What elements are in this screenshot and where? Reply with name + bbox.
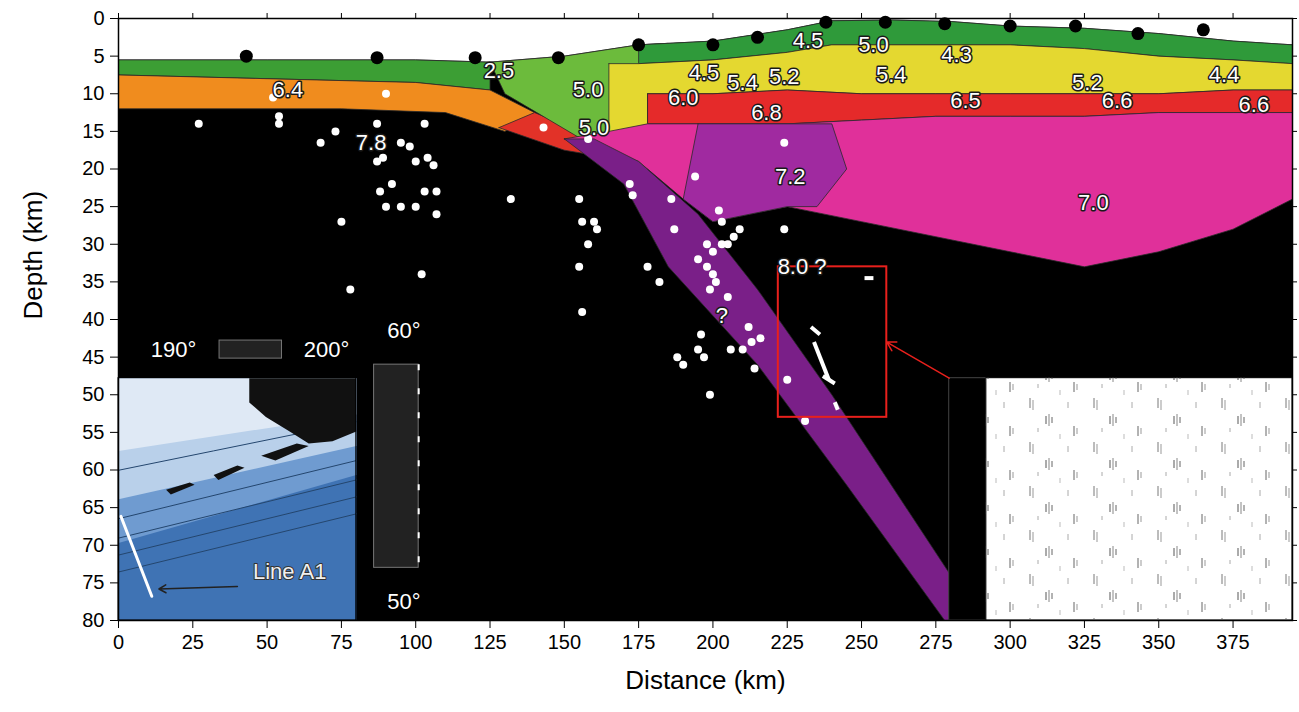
svg-text:Distance (km): Distance (km) <box>625 665 785 695</box>
svg-text:6.6: 6.6 <box>1239 92 1270 117</box>
svg-text:4.5: 4.5 <box>689 60 720 85</box>
svg-text:300: 300 <box>993 631 1026 653</box>
svg-text:175: 175 <box>622 631 655 653</box>
svg-text:0: 0 <box>93 7 104 29</box>
svg-text:30: 30 <box>82 233 104 255</box>
svg-text:5.4: 5.4 <box>876 62 907 87</box>
svg-text:225: 225 <box>771 631 804 653</box>
svg-text:50°: 50° <box>387 589 420 614</box>
svg-text:20: 20 <box>82 157 104 179</box>
svg-text:15: 15 <box>82 120 104 142</box>
svg-text:35: 35 <box>82 270 104 292</box>
svg-text:5.4: 5.4 <box>727 70 758 95</box>
svg-text:25: 25 <box>82 195 104 217</box>
svg-text:75: 75 <box>82 571 104 593</box>
svg-text:2.5: 2.5 <box>484 58 515 83</box>
svg-text:60°: 60° <box>387 318 420 343</box>
svg-text:7.8: 7.8 <box>356 130 387 155</box>
svg-text:7.0: 7.0 <box>1078 190 1109 215</box>
svg-text:275: 275 <box>919 631 952 653</box>
svg-text:6.4: 6.4 <box>273 77 304 102</box>
svg-text:0: 0 <box>113 631 124 653</box>
svg-text:80: 80 <box>82 609 104 631</box>
svg-text:7.2: 7.2 <box>775 164 806 189</box>
svg-text:200°: 200° <box>304 337 350 362</box>
svg-text:200: 200 <box>696 631 729 653</box>
svg-text:Depth (km): Depth (km) <box>18 191 48 320</box>
svg-text:25: 25 <box>182 631 204 653</box>
svg-text:55: 55 <box>82 421 104 443</box>
svg-text:375: 375 <box>1216 631 1249 653</box>
svg-text:4.4: 4.4 <box>1209 62 1240 87</box>
svg-text:5.0: 5.0 <box>579 115 610 140</box>
svg-text:Line A1: Line A1 <box>253 559 326 584</box>
svg-text:4.5: 4.5 <box>793 28 824 53</box>
svg-text:5.2: 5.2 <box>769 64 800 89</box>
svg-text:75: 75 <box>330 631 352 653</box>
svg-text:70: 70 <box>82 534 104 556</box>
svg-text:190°: 190° <box>151 337 197 362</box>
svg-text:325: 325 <box>1068 631 1101 653</box>
svg-text:6.6: 6.6 <box>1102 88 1133 113</box>
svg-text:5: 5 <box>93 45 104 67</box>
svg-text:250: 250 <box>845 631 878 653</box>
svg-text:50: 50 <box>82 383 104 405</box>
svg-text:150: 150 <box>548 631 581 653</box>
svg-text:125: 125 <box>473 631 506 653</box>
svg-text:45: 45 <box>82 346 104 368</box>
svg-text:60: 60 <box>82 458 104 480</box>
svg-text:6.5: 6.5 <box>950 88 981 113</box>
svg-text:6.8: 6.8 <box>751 100 782 125</box>
svg-text:6.0: 6.0 <box>668 85 699 110</box>
svg-text:5.0: 5.0 <box>573 77 604 102</box>
svg-text:40: 40 <box>82 308 104 330</box>
svg-text:65: 65 <box>82 496 104 518</box>
svg-text:100: 100 <box>399 631 432 653</box>
svg-text:350: 350 <box>1142 631 1175 653</box>
svg-text:5.2: 5.2 <box>1072 70 1103 95</box>
svg-text:10: 10 <box>82 82 104 104</box>
svg-text:50: 50 <box>256 631 278 653</box>
svg-text:5.0: 5.0 <box>858 32 889 57</box>
svg-text:?: ? <box>716 303 728 328</box>
svg-text:8.0 ?: 8.0 ? <box>778 254 827 279</box>
svg-text:4.3: 4.3 <box>941 42 972 67</box>
